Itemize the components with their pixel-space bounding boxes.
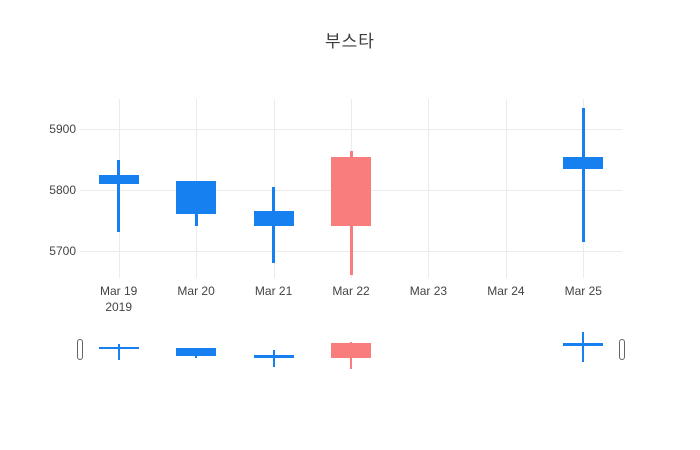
rangeslider-left-handle[interactable] xyxy=(77,338,83,360)
candle-mar-25-wick xyxy=(581,108,585,242)
plot-area[interactable] xyxy=(80,99,622,278)
x-tick-label: Mar 19 xyxy=(100,284,138,298)
nav-candle-mar-25-body xyxy=(563,342,604,346)
nav-candle-mar-20-body xyxy=(176,348,217,356)
rangeslider-track[interactable] xyxy=(80,330,622,370)
nav-candle-mar-19-body xyxy=(98,346,139,350)
candle-mar-19-wick xyxy=(117,159,121,233)
chart-title: 부스타 xyxy=(325,32,375,51)
candle-mar-22-body xyxy=(331,156,371,227)
candle-mar-21-body xyxy=(253,211,294,227)
candle-mar-19-body xyxy=(98,174,139,184)
x-tick-label: Mar 20 xyxy=(177,284,215,298)
x-tick-label: Mar 21 xyxy=(254,284,293,298)
rangeslider-right-handle[interactable] xyxy=(619,338,625,360)
x-tick-label: Mar 24 xyxy=(487,284,525,298)
candle-mar-20-body xyxy=(176,180,217,215)
nav-candle-mar-25-wick xyxy=(582,332,585,362)
x-tick-label: Mar 25 xyxy=(564,284,602,298)
candle-mar-25-body xyxy=(563,156,604,169)
x-tick-label: Mar 23 xyxy=(409,284,448,298)
x-tick-label: Mar 22 xyxy=(332,284,370,298)
y-tick-label: 5700 xyxy=(49,243,76,258)
nav-candle-mar-21-body xyxy=(253,355,294,359)
nav-candle-mar-22-body xyxy=(331,342,371,359)
y-tick-label: 5800 xyxy=(49,183,76,197)
x-axis-year-label: 2019 xyxy=(105,300,133,314)
nav-candle-mar-19-wick xyxy=(117,343,120,360)
y-tick-label: 5900 xyxy=(49,122,76,137)
